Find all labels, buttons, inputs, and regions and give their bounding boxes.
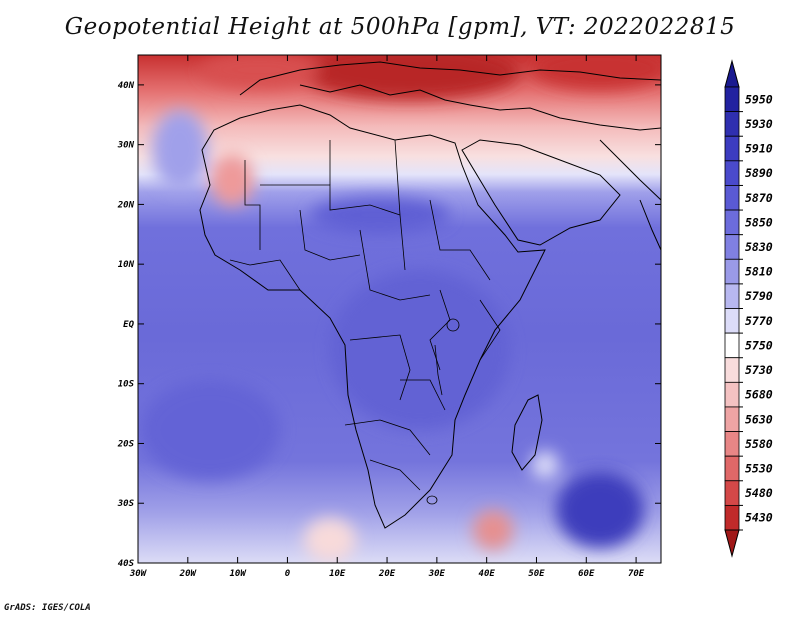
colorbar-label: 5850 bbox=[745, 215, 773, 229]
colorbar-label: 5810 bbox=[745, 265, 773, 279]
colorbar-swatch bbox=[724, 431, 740, 457]
colorbar-label: 5910 bbox=[745, 142, 773, 156]
colorbar-label: 5890 bbox=[745, 166, 773, 180]
credit-text: GrADS: IGES/COLA bbox=[4, 603, 91, 613]
lon-label: 10E bbox=[329, 569, 346, 579]
colorbar-swatch bbox=[724, 111, 740, 137]
colorbar-swatch bbox=[724, 455, 740, 482]
colorbar-swatch bbox=[724, 504, 740, 531]
colorbar: 5950 5930 5910 5890 5870 5850 5830 5810 5790 5770… bbox=[724, 59, 773, 558]
coastlines bbox=[199, 61, 661, 529]
colorbar-swatch bbox=[724, 406, 740, 432]
lon-label: 30W bbox=[129, 569, 148, 579]
colorbar-top-arrow bbox=[724, 59, 740, 88]
colorbar-label: 5630 bbox=[745, 412, 773, 426]
lon-label: 70E bbox=[628, 569, 645, 579]
lat-label: 30N bbox=[117, 141, 135, 151]
colorbar-label: 5790 bbox=[745, 289, 773, 303]
lon-label: 60E bbox=[578, 569, 595, 579]
lat-label: 10S bbox=[118, 380, 135, 390]
lat-label: 40N bbox=[118, 81, 135, 91]
colorbar-swatch bbox=[724, 357, 740, 383]
lat-label: 10N bbox=[118, 260, 135, 270]
colorbar-swatch bbox=[724, 234, 740, 260]
colorbar-swatch bbox=[724, 258, 740, 285]
lon-label: 0 bbox=[285, 569, 291, 579]
colorbar-swatch bbox=[724, 308, 740, 334]
lon-label: 50E bbox=[528, 569, 545, 579]
colorbar-swatch bbox=[724, 480, 740, 506]
lon-label: 10W bbox=[229, 569, 247, 579]
longitude-ticks: 30W 20W 10W 0 10E 20E 30E 40E 50E 60E 70E bbox=[129, 55, 645, 579]
height-field bbox=[138, 55, 661, 563]
lat-label: EQ bbox=[123, 320, 134, 330]
field-anomalies bbox=[140, 55, 661, 562]
lat-label: 40S bbox=[118, 559, 135, 569]
colorbar-label: 5430 bbox=[745, 511, 773, 525]
map-frame bbox=[137, 54, 662, 564]
colorbar-label: 5480 bbox=[745, 486, 773, 500]
colorbar-swatch bbox=[724, 381, 740, 408]
lat-label: 20N bbox=[117, 200, 135, 210]
colorbar-label: 5830 bbox=[745, 240, 773, 254]
colorbar-label: 5680 bbox=[745, 388, 773, 402]
colorbar-bottom-arrow bbox=[724, 529, 740, 558]
colorbar-swatch bbox=[724, 160, 740, 186]
colorbar-label: 5930 bbox=[745, 117, 773, 131]
lon-label: 30E bbox=[428, 569, 446, 579]
lon-label: 20E bbox=[378, 569, 396, 579]
colorbar-label: 5950 bbox=[745, 92, 773, 106]
lon-label: 20W bbox=[179, 569, 198, 579]
latitude-ticks: 40N 30N 20N 10N EQ 10S 20S 30S 40S bbox=[117, 81, 661, 569]
colorbar-label: 5730 bbox=[745, 363, 773, 377]
colorbar-swatch bbox=[724, 209, 740, 236]
colorbar-swatch bbox=[724, 332, 740, 359]
lat-label: 20S bbox=[117, 439, 135, 449]
lon-label: 40E bbox=[479, 569, 496, 579]
colorbar-swatch bbox=[724, 86, 740, 113]
chart-title: Geopotential Height at 500hPa [gpm], VT:… bbox=[64, 14, 736, 40]
colorbar-label: 5750 bbox=[745, 338, 773, 352]
colorbar-swatch bbox=[724, 283, 740, 309]
lakes bbox=[426, 318, 460, 505]
colorbar-swatch bbox=[724, 135, 740, 162]
colorbar-label: 5770 bbox=[745, 314, 773, 328]
lat-label: 30S bbox=[117, 499, 135, 509]
borders bbox=[229, 139, 501, 491]
colorbar-label: 5580 bbox=[745, 437, 773, 451]
colorbar-label: 5870 bbox=[745, 191, 773, 205]
colorbar-swatch bbox=[724, 185, 740, 211]
colorbar-label: 5530 bbox=[745, 461, 773, 475]
